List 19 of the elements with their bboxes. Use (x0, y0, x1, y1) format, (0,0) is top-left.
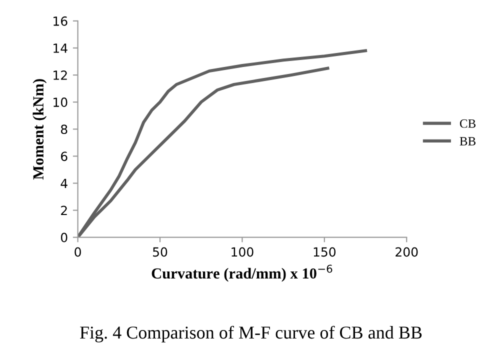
y-tick-label: 0 (60, 232, 68, 242)
x-tick-label: 200 (396, 247, 418, 257)
y-tick-label: 14 (54, 44, 68, 53)
x-tick-label: 100 (232, 247, 254, 257)
caption: Fig. 4 Comparison of M-F curve of CB and BB (80, 326, 422, 342)
y-tick-label: 10 (54, 98, 68, 108)
y-tick-label: 2 (61, 206, 67, 216)
x-tick-label: 150 (314, 247, 336, 257)
y-tick-label: 16 (54, 16, 68, 26)
y-axis-title: Moment (kNm) (32, 79, 47, 180)
x-axis-title: Curvature (rad/mm) x 10$^{−6}$ (152, 264, 332, 282)
y-tick-label: 4 (60, 178, 68, 188)
legend-label: CB (460, 119, 476, 128)
legend-label: BB (460, 137, 476, 146)
x-tick-label: 0 (74, 247, 81, 257)
x-tick-label: 50 (153, 247, 168, 257)
y-tick-label: 8 (60, 124, 68, 134)
y-tick-label: 6 (61, 152, 68, 162)
y-tick-label: 12 (54, 70, 67, 80)
